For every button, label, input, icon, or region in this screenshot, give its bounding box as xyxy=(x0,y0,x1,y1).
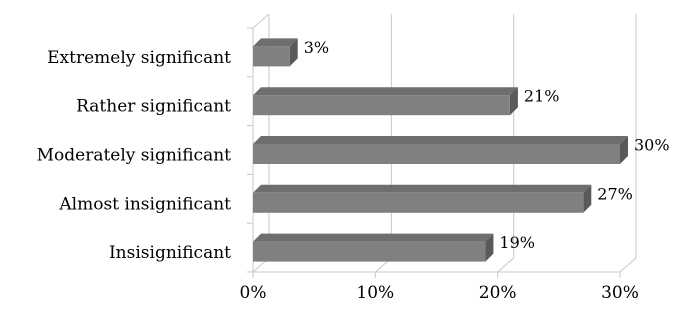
y-axis-top-edge xyxy=(252,13,270,29)
bar-front-face xyxy=(253,95,510,116)
bar-side-face xyxy=(620,136,628,164)
data-label: 3% xyxy=(304,38,329,57)
bar-top-face xyxy=(253,38,298,47)
category-labels: Extremely significant Rather significant M… xyxy=(37,48,232,263)
bar-front-face xyxy=(253,46,290,67)
floor-gridline xyxy=(619,257,637,273)
bar-side-face xyxy=(289,38,298,67)
floor-gridline xyxy=(497,257,514,273)
bar xyxy=(253,184,592,213)
bar-top-face xyxy=(253,136,628,144)
bar-front-face xyxy=(253,192,584,213)
data-label: 21% xyxy=(524,87,560,106)
bar xyxy=(253,233,494,262)
category-label: Rather significant xyxy=(76,97,231,117)
data-label: 30% xyxy=(634,136,670,155)
category-label: Extremely significant xyxy=(47,48,231,68)
bar-top-face xyxy=(253,87,518,96)
bar xyxy=(253,136,628,164)
bar xyxy=(253,38,298,67)
x-tick-label: 20% xyxy=(479,283,517,303)
bar-top-face xyxy=(253,184,592,193)
category-label: Almost insignificant xyxy=(58,194,231,214)
bar-side-face xyxy=(485,233,494,262)
category-label: Insisignificant xyxy=(109,243,231,263)
bar xyxy=(253,87,518,116)
bar-side-face xyxy=(583,184,592,213)
bar-front-face xyxy=(253,241,486,262)
x-tick-label: 30% xyxy=(601,283,639,303)
data-labels: 3% 21% 30% 27% 19% xyxy=(304,38,670,252)
bar-front-face xyxy=(253,144,620,164)
bar-top-face xyxy=(253,233,494,242)
bar-side-face xyxy=(509,87,518,116)
bars xyxy=(253,38,628,262)
x-tick-label: 10% xyxy=(356,283,394,303)
x-tick-label: 0% xyxy=(240,283,267,303)
x-tick-labels: 0% 10% 20% 30% xyxy=(240,283,639,303)
data-label: 19% xyxy=(499,233,535,252)
category-label: Moderately significant xyxy=(37,146,232,166)
data-label: 27% xyxy=(597,184,633,203)
